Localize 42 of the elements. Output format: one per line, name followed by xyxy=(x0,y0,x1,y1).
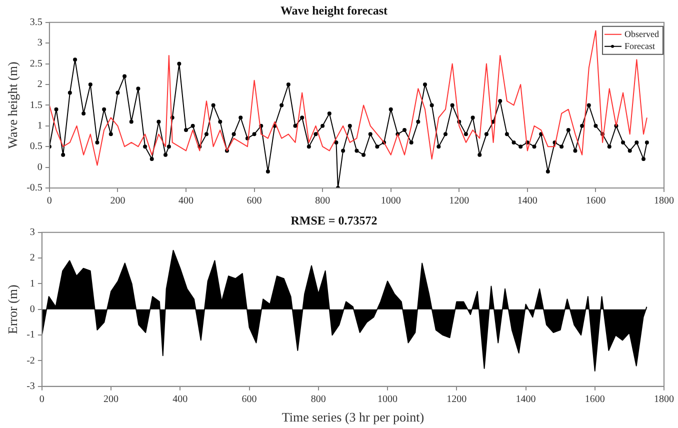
y-tick-label: 1 xyxy=(37,120,42,132)
x-tick-label: 200 xyxy=(104,394,119,406)
x-tick-label: 1600 xyxy=(586,196,606,207)
x-tick-label: 800 xyxy=(310,394,326,406)
y-tick-label: 3 xyxy=(37,38,42,49)
x-tick-label: 600 xyxy=(242,394,257,406)
x-tick-label: 1000 xyxy=(380,196,401,207)
x-tick-label: 1600 xyxy=(584,394,605,406)
x-tick-label: 1800 xyxy=(654,394,674,406)
chart-title: RMSE = 0.73572 xyxy=(290,213,378,228)
y-axis-title: Wave height (m) xyxy=(5,62,20,149)
y-tick-label: -1 xyxy=(26,330,35,341)
x-tick-label: 800 xyxy=(315,196,330,207)
y-tick-label: 3.5 xyxy=(30,17,42,28)
x-tick-label: 600 xyxy=(246,196,262,207)
y-axis-title: Error (m) xyxy=(5,284,20,334)
y-tick-label: -0.5 xyxy=(26,182,42,194)
x-tick-label: 1400 xyxy=(516,394,536,406)
legend-label: Observed xyxy=(624,28,660,39)
y-tick-label: 2 xyxy=(37,79,42,90)
y-tick-label: 1 xyxy=(30,278,35,290)
x-tick-label: 1000 xyxy=(378,394,398,406)
y-tick-label: 2.5 xyxy=(30,58,42,70)
x-tick-label: 0 xyxy=(46,196,52,207)
y-tick-label: 2 xyxy=(30,252,35,264)
y-tick-label: 3 xyxy=(30,227,35,238)
x-tick-label: 1200 xyxy=(446,394,467,406)
legend-label: Forecast xyxy=(624,40,656,51)
x-tick-label: 1200 xyxy=(449,196,470,207)
x-axis-title: Time series (3 hr per point) xyxy=(282,410,424,425)
y-tick-label: 0 xyxy=(37,162,42,173)
y-tick-label: -2 xyxy=(26,355,35,366)
x-tick-label: 1400 xyxy=(517,196,538,207)
x-tick-label: 400 xyxy=(172,394,188,406)
y-tick-label: 0.5 xyxy=(30,141,42,152)
y-tick-label: -3 xyxy=(26,381,35,392)
chart-title: Wave height forecast xyxy=(280,3,388,18)
x-tick-label: 1800 xyxy=(654,196,674,207)
y-tick-label: 0 xyxy=(30,304,35,316)
x-tick-label: 400 xyxy=(178,196,194,207)
y-tick-label: 1.5 xyxy=(30,100,42,111)
x-tick-label: 200 xyxy=(110,196,126,207)
